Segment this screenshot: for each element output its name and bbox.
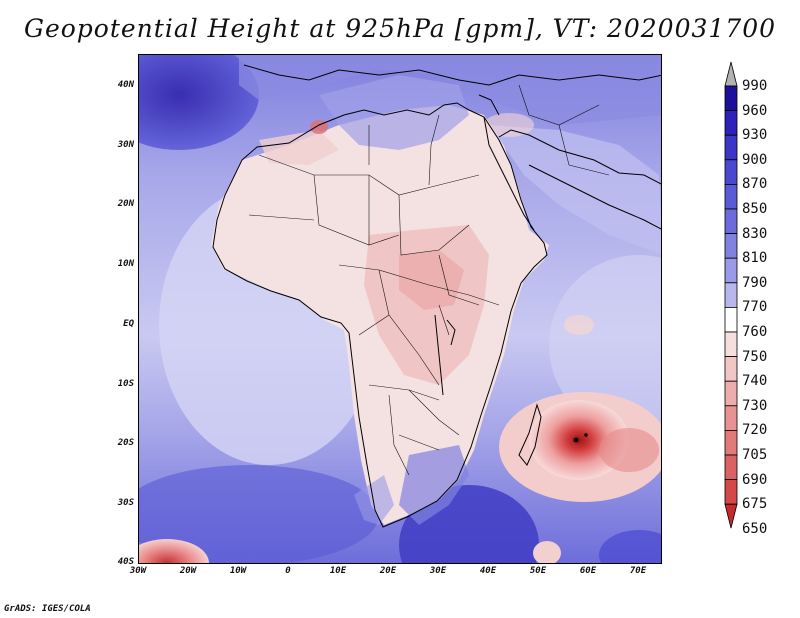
lon-label: 50E	[529, 566, 547, 576]
colorbar-box	[724, 85, 738, 112]
colorbar-level-label: 790	[742, 274, 768, 291]
map-title: Geopotential Height at 925hPa [gpm], VT:…	[23, 14, 777, 43]
lon-label: 20W	[179, 566, 197, 576]
colorbar-box	[724, 429, 738, 456]
lat-label: 40S	[117, 557, 134, 567]
colorbar-box	[724, 134, 738, 161]
lon-label: 30E	[429, 566, 447, 576]
lat-label: 10N	[117, 259, 134, 269]
colorbar-box	[724, 159, 738, 185]
colorbar-level-label: 850	[742, 201, 768, 217]
colorbar-box	[724, 356, 738, 382]
colorbar-level-label: 870	[742, 176, 768, 193]
colorbar-level-label: 810	[742, 250, 768, 267]
colorbar-box	[724, 208, 738, 235]
colorbar-level-label: 730	[742, 397, 768, 414]
colorbar-top-triangle	[724, 61, 738, 87]
colorbar-box	[724, 184, 738, 210]
geopotential-field-map	[139, 55, 661, 563]
lon-label: 70E	[629, 566, 647, 576]
colorbar-level-label: 740	[742, 373, 768, 390]
lon-label: 10W	[229, 566, 247, 576]
colorbar	[724, 61, 738, 529]
colorbar-level-label: 720	[742, 422, 768, 439]
lon-label: 30W	[129, 566, 147, 576]
colorbar-level-label: 705	[742, 447, 768, 463]
lat-label: EQ	[123, 319, 134, 329]
lon-label: 40E	[479, 566, 497, 576]
lat-label: 30S	[117, 498, 134, 508]
colorbar-level-label: 900	[742, 151, 768, 168]
lat-label: 40N	[117, 80, 134, 90]
colorbar-level-label: 770	[742, 299, 768, 316]
lon-label: 0	[285, 566, 291, 576]
colorbar-level-label: 960	[742, 102, 768, 119]
lon-label: 10E	[329, 566, 347, 576]
colorbar-box	[724, 331, 738, 358]
colorbar-level-label: 760	[742, 324, 768, 340]
colorbar-box	[724, 110, 738, 136]
colorbar-box	[724, 479, 738, 505]
coastlines	[212, 64, 661, 528]
colorbar-box	[724, 257, 738, 284]
colorbar-level-label: 990	[742, 78, 768, 94]
lon-label: 20E	[379, 566, 397, 576]
colorbar-box	[724, 233, 738, 259]
lat-label: 10S	[117, 379, 134, 389]
country-borders	[248, 84, 610, 476]
colorbar-level-label: 650	[742, 520, 768, 537]
colorbar-box	[724, 380, 738, 407]
colorbar-box	[724, 282, 738, 308]
map-plot-area	[138, 54, 662, 564]
lat-label: 20S	[117, 438, 134, 448]
lon-label: 60E	[579, 566, 597, 576]
lat-label: 20N	[117, 199, 134, 209]
colorbar-level-label: 930	[742, 127, 768, 144]
grads-credit: GrADS: IGES/COLA	[4, 604, 91, 614]
colorbar-box	[724, 454, 738, 481]
colorbar-box	[724, 306, 738, 333]
colorbar-level-label: 750	[742, 348, 768, 365]
colorbar-level-label: 690	[742, 471, 768, 488]
colorbar-box	[724, 405, 738, 431]
colorbar-level-label: 675	[742, 496, 768, 513]
colorbar-bottom-triangle	[724, 503, 738, 529]
colorbar-level-label: 830	[742, 225, 768, 242]
lat-label: 30N	[117, 140, 134, 150]
